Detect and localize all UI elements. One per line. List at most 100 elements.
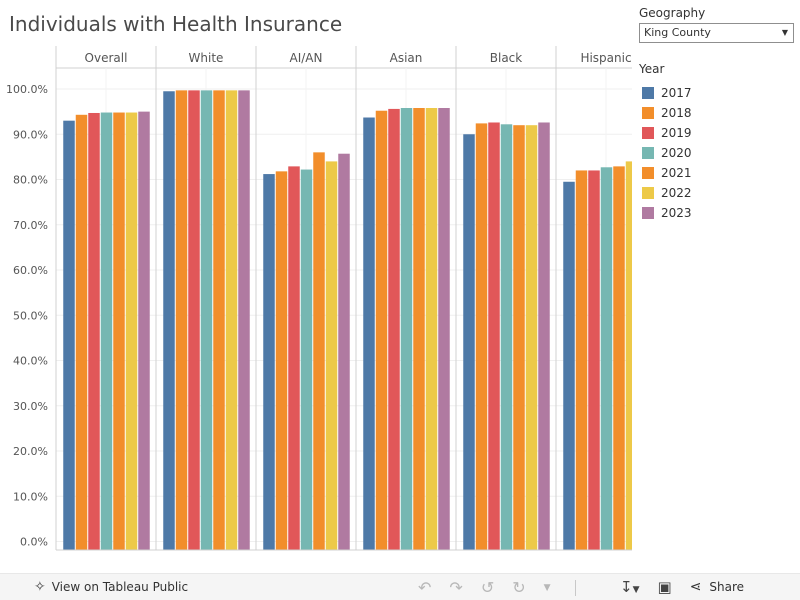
bar-hispanic-2017 (563, 181, 575, 550)
bar-chart: 0.0% 10.0% 20.0% 30.0% 40.0% 50.0% 60.0% 70.0% 8… (6, 46, 632, 551)
legend-item-2021[interactable]: 2021 (639, 163, 799, 183)
category-header: Hispanic (580, 51, 631, 65)
bar-hispanic-2020 (600, 167, 613, 550)
bar-hispanic-2022 (625, 161, 632, 550)
legend-item-2017[interactable]: 2017 (639, 83, 799, 103)
bar-black-2023 (538, 122, 550, 550)
legend-swatch (642, 147, 654, 159)
bar-black-2020 (500, 124, 513, 550)
legend-swatch (642, 127, 654, 139)
y-tick-label: 60.0% (13, 264, 48, 277)
bar-overall-2023 (138, 111, 150, 550)
bar-ai-an-2021 (313, 152, 325, 550)
bar-ai-an-2023 (338, 153, 350, 550)
category-header: AI/AN (290, 51, 323, 65)
y-tick-label: 100.0% (6, 83, 48, 96)
redo-icon[interactable]: ↷ (449, 578, 463, 597)
bar-overall-2021 (113, 112, 125, 550)
bar-asian-2020 (400, 108, 413, 550)
legend-swatch (642, 187, 654, 199)
y-tick-label: 20.0% (13, 445, 48, 458)
toolbar-actions: ↧▼ ▣ ⋖ Share (620, 578, 744, 596)
bar-ai-an-2017 (263, 174, 275, 550)
legend-label: 2019 (661, 126, 692, 140)
refresh-icon[interactable]: ↻ (512, 578, 526, 597)
undo-icon[interactable]: ↶ (418, 578, 432, 597)
category-header: Overall (85, 51, 128, 65)
bar-white-2023 (238, 90, 250, 550)
legend-item-2023[interactable]: 2023 (639, 203, 799, 223)
bar-white-2020 (200, 90, 213, 550)
geography-dropdown[interactable]: King County ▼ (639, 23, 794, 43)
legend-swatch (642, 207, 654, 219)
more-chevron-down-icon[interactable]: ▼ (543, 582, 551, 593)
bar-hispanic-2021 (613, 166, 625, 550)
category-header: Black (490, 51, 523, 65)
legend-label: 2020 (661, 146, 692, 160)
tableau-logo-icon: ✧ (34, 579, 46, 595)
toolbar-divider (574, 579, 576, 596)
chevron-down-icon: ▼ (781, 28, 788, 37)
tableau-toolbar: ✧ View on Tableau Public ↶ ↷ ↺ ↻ ▼ ↧▼ ▣ … (0, 573, 800, 600)
legend-item-2022[interactable]: 2022 (639, 183, 799, 203)
bar-asian-2019 (388, 108, 400, 550)
legend-item-2019[interactable]: 2019 (639, 123, 799, 143)
page-title: Individuals with Health Insurance (9, 12, 343, 36)
bar-black-2021 (513, 125, 525, 550)
category-header: White (189, 51, 224, 65)
fullscreen-icon[interactable]: ▣ (657, 578, 672, 596)
share-label: Share (709, 580, 745, 594)
bar-ai-an-2022 (325, 161, 338, 550)
bar-hispanic-2018 (575, 170, 588, 550)
geography-filter-label: Geography (639, 6, 706, 20)
geography-dropdown-value: King County (644, 26, 711, 39)
bar-black-2022 (525, 125, 538, 550)
bar-white-2017 (163, 91, 175, 550)
bar-asian-2022 (425, 108, 438, 550)
bar-ai-an-2020 (300, 169, 313, 550)
filter-legend-panel: Geography King County ▼ Year 2017 2018 201… (639, 6, 799, 223)
download-icon[interactable]: ↧▼ (620, 578, 640, 596)
legend-label: 2023 (661, 206, 692, 220)
bar-white-2019 (188, 90, 200, 550)
share-icon: ⋖ (689, 579, 702, 595)
y-tick-label: 70.0% (13, 219, 48, 232)
bar-overall-2017 (63, 120, 75, 550)
bar-black-2019 (488, 122, 500, 550)
legend-title: Year (639, 62, 665, 76)
bar-overall-2020 (100, 112, 113, 550)
view-on-tableau-link[interactable]: ✧ View on Tableau Public (0, 579, 188, 595)
share-button[interactable]: ⋖ Share (690, 579, 744, 595)
legend-label: 2018 (661, 106, 692, 120)
bar-black-2018 (475, 123, 488, 550)
y-tick-label: 90.0% (13, 128, 48, 141)
y-tick-label: 0.0% (20, 536, 48, 549)
y-tick-label: 30.0% (13, 400, 48, 413)
legend-label: 2022 (661, 186, 692, 200)
view-on-tableau-label: View on Tableau Public (51, 580, 189, 594)
legend-item-2020[interactable]: 2020 (639, 143, 799, 163)
revert-icon[interactable]: ↺ (480, 578, 495, 597)
bar-overall-2018 (75, 114, 88, 550)
bar-asian-2023 (438, 108, 450, 550)
y-tick-label: 80.0% (13, 174, 48, 187)
legend-item-2018[interactable]: 2018 (639, 103, 799, 123)
y-tick-label: 40.0% (13, 355, 48, 368)
bar-ai-an-2018 (275, 171, 288, 550)
legend-swatch (642, 107, 654, 119)
legend-label: 2017 (661, 86, 692, 100)
year-legend: 2017 2018 2019 2020 2021 2022 2023 (639, 83, 799, 223)
bar-white-2022 (225, 90, 238, 550)
bar-white-2021 (213, 90, 225, 550)
legend-swatch (642, 87, 654, 99)
category-header: Asian (390, 51, 423, 65)
bar-ai-an-2019 (288, 166, 300, 550)
y-tick-label: 50.0% (13, 309, 48, 322)
bar-hispanic-2019 (588, 170, 600, 550)
bar-asian-2021 (413, 108, 425, 550)
legend-swatch (642, 167, 654, 179)
bar-white-2018 (175, 90, 188, 550)
y-tick-label: 10.0% (13, 490, 48, 503)
bar-black-2017 (463, 134, 475, 550)
bar-overall-2019 (88, 112, 100, 550)
